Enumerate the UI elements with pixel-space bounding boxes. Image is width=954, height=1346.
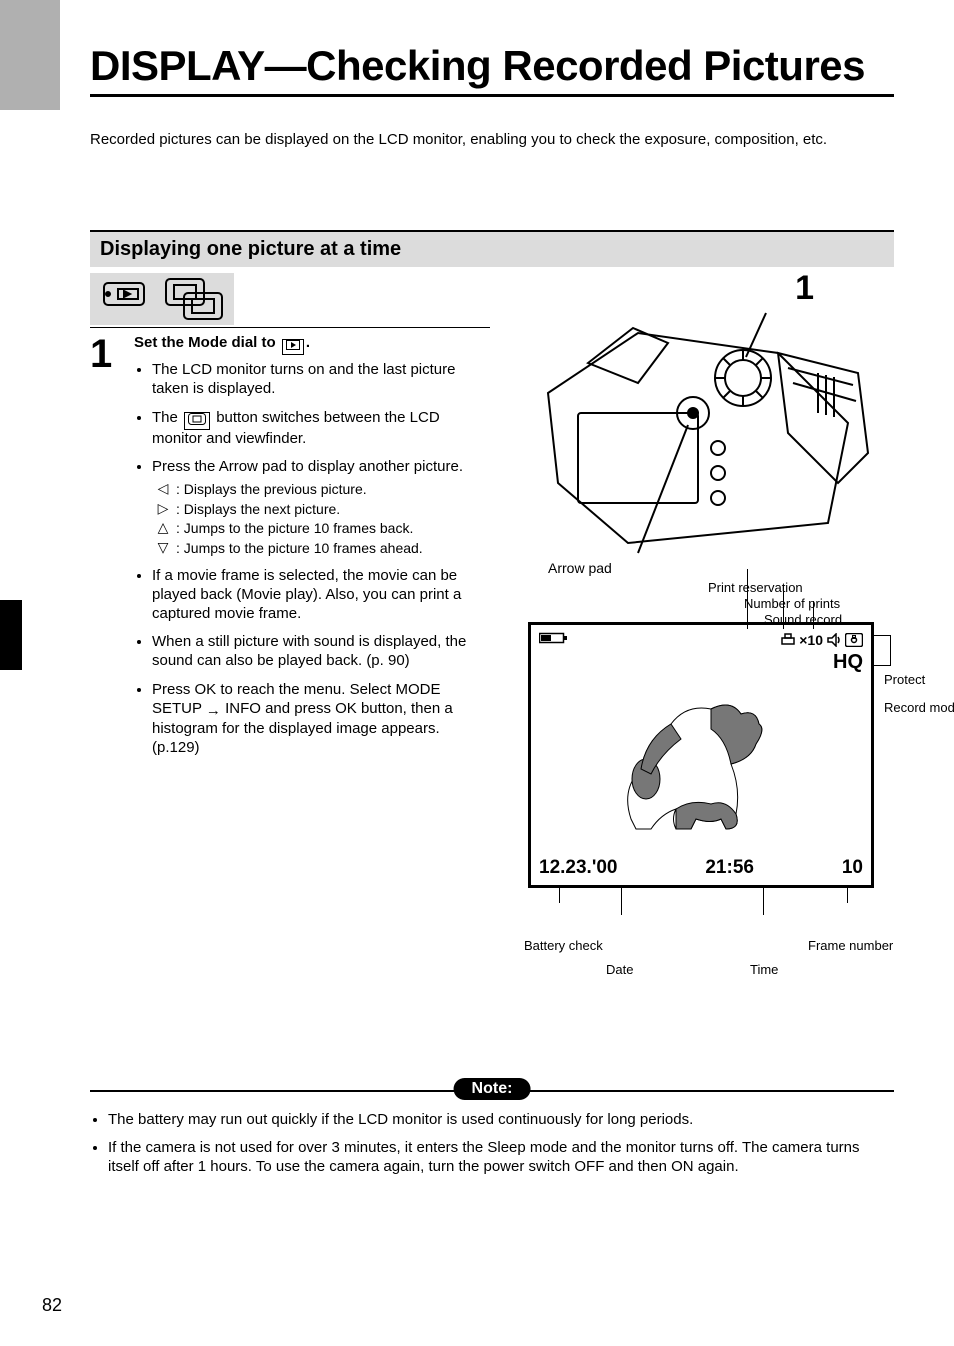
leader: [621, 885, 622, 915]
arrow-right-icon: →: [206, 702, 221, 721]
list-item: Press the Arrow pad to display another p…: [152, 458, 490, 557]
label-print-reservation: Print reservation: [708, 580, 803, 595]
section: Displaying one picture at a time: [90, 230, 894, 888]
list-item: When a still picture with sound is displ…: [152, 633, 490, 671]
lcd-prints-count: ×10: [799, 632, 823, 648]
intro-text: Recorded pictures can be displayed on th…: [90, 130, 894, 150]
monitor-button-icon: [184, 412, 210, 430]
camera-pointer-number: 1: [795, 269, 814, 308]
camera-illustration: [518, 273, 878, 573]
battery-icon: [539, 631, 569, 648]
label-protect: Protect: [884, 672, 925, 687]
arrow-item: ▽ : Jumps to the picture 10 frames ahead.: [156, 540, 490, 558]
list-item: If the camera is not used for over 3 min…: [108, 1138, 894, 1177]
side-black-tab: [0, 600, 22, 670]
leader: [871, 665, 891, 666]
list-item: The button switches between the LCD moni…: [152, 409, 490, 449]
label-frame-number: Frame number: [808, 938, 893, 953]
lcd-date: 12.23.'00: [539, 857, 617, 879]
dial-play-icon: [98, 277, 150, 311]
text: The: [152, 409, 182, 426]
leader: [747, 569, 748, 629]
leader: [763, 885, 764, 915]
triangle-down-icon: ▽: [156, 540, 170, 554]
leader: [813, 601, 814, 629]
note-rule: Note:: [90, 1090, 894, 1092]
step-lead-b: .: [306, 334, 310, 351]
sound-icon: [827, 633, 841, 647]
corner-tab: [0, 0, 60, 110]
left-column: 1 Set the Mode dial to . The LCD monitor…: [90, 273, 490, 888]
triangle-right-icon: ▷: [156, 501, 170, 515]
list-item: The battery may run out quickly if the L…: [108, 1110, 894, 1130]
monitor-stack-icon: [162, 277, 226, 321]
page-title: DISPLAY—Checking Recorded Pictures: [90, 42, 894, 90]
label-prints-count: Number of prints: [744, 596, 840, 611]
text: : Displays the next picture.: [176, 501, 340, 519]
section-heading: Displaying one picture at a time: [90, 232, 894, 267]
label-date: Date: [606, 962, 633, 977]
leader: [847, 885, 848, 903]
list-item: The LCD monitor turns on and the last pi…: [152, 361, 490, 399]
text: : Jumps to the picture 10 frames back.: [176, 520, 413, 538]
print-icon: [781, 633, 795, 647]
leader: [559, 885, 560, 903]
note-block: Note: The battery may run out quickly if…: [90, 1090, 894, 1185]
text: Press the Arrow pad to display another p…: [152, 458, 463, 475]
leader: [890, 635, 891, 665]
dog-illustration: [591, 669, 811, 849]
text: : Jumps to the picture 10 frames ahead.: [176, 540, 423, 558]
label-time: Time: [750, 962, 778, 977]
lcd-record-mode: HQ: [833, 651, 863, 674]
step-row: 1 Set the Mode dial to . The LCD monitor…: [90, 334, 490, 768]
title-block: DISPLAY—Checking Recorded Pictures: [90, 42, 894, 97]
arrow-item: ◁ : Displays the previous picture.: [156, 481, 490, 499]
list-item: If a movie frame is selected, the movie …: [152, 567, 490, 623]
arrow-list: ◁ : Displays the previous picture. ▷ : Dis…: [156, 481, 490, 557]
leader: [783, 585, 784, 629]
note-label: Note:: [454, 1078, 531, 1100]
triangle-left-icon: ◁: [156, 481, 170, 495]
lcd-preview: ×10 HQ: [528, 622, 874, 888]
step-lead-a: Set the Mode dial to: [134, 334, 280, 351]
lcd-time: 21:56: [705, 857, 754, 879]
protect-icon: [845, 633, 863, 647]
lcd-frame-number: 10: [842, 857, 863, 879]
arrow-item: △ : Jumps to the picture 10 frames back.: [156, 520, 490, 538]
strip-rule: [90, 327, 490, 328]
leader: [871, 635, 891, 636]
right-column: 1: [518, 273, 894, 888]
lcd-top-row: ×10: [539, 631, 863, 648]
note-list: The battery may run out quickly if the L…: [90, 1110, 894, 1177]
mode-icon-strip: [90, 273, 234, 325]
list-item: Press OK to reach the menu. Select MODE …: [152, 681, 490, 758]
step-body: Set the Mode dial to . The LCD monitor t…: [134, 334, 490, 768]
lcd-top-right-cluster: ×10: [781, 631, 863, 648]
label-battery: Battery check: [524, 938, 603, 953]
label-record-mode: Record mode: [884, 700, 954, 715]
step-number: 1: [90, 334, 124, 768]
lcd-bottom-row: 12.23.'00 21:56 10: [539, 857, 863, 879]
bullet-list: The LCD monitor turns on and the last pi…: [134, 361, 490, 758]
text: : Displays the previous picture.: [176, 481, 367, 499]
arrow-item: ▷ : Displays the next picture.: [156, 501, 490, 519]
page-number: 82: [42, 1295, 62, 1316]
title-rule: [90, 94, 894, 97]
triangle-up-icon: △: [156, 520, 170, 534]
play-mode-icon: [282, 339, 304, 355]
